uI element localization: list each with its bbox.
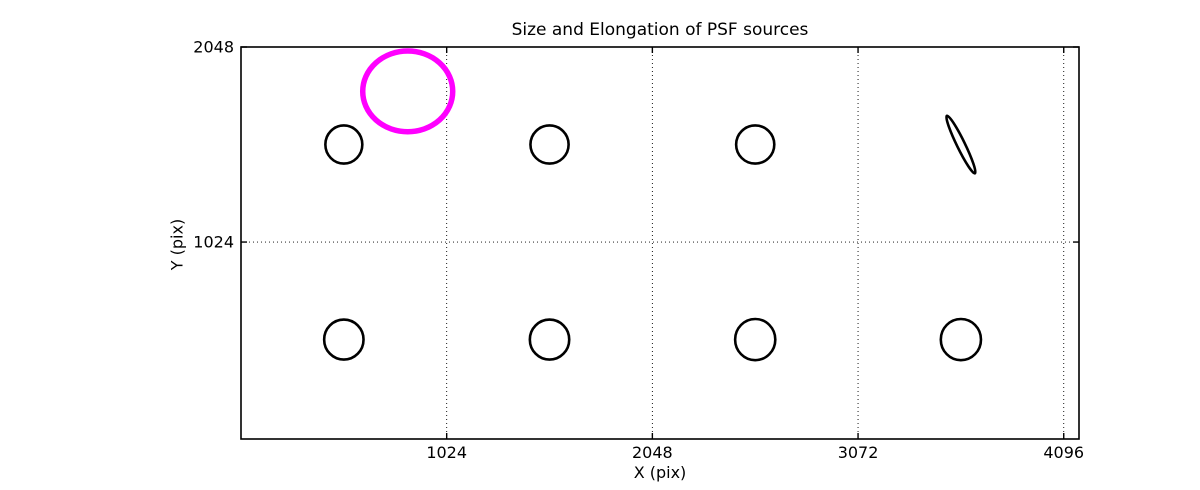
psf_source_ellipses-7: [939, 317, 983, 362]
psf_source_ellipses-3: [945, 114, 977, 175]
psf_source_ellipses-6: [733, 317, 777, 362]
psf_source_ellipses-2: [734, 124, 776, 165]
x-axis-label: X (pix): [633, 463, 687, 482]
reference_circle-0: [359, 48, 456, 135]
x-tick-label-3072: 3072: [838, 443, 879, 462]
x-tick-label-4096: 4096: [1043, 443, 1084, 462]
x-tick-label-2048: 2048: [632, 443, 673, 462]
chart-title: Size and Elongation of PSF sources: [511, 20, 809, 40]
axes-border: [240, 46, 1080, 440]
y-tick-label-2048: 2048: [193, 38, 234, 57]
psf_source_ellipses-4: [322, 318, 365, 361]
x-tick-label-1024: 1024: [426, 443, 467, 462]
y-tick-label-1024: 1024: [193, 233, 234, 252]
psf_source_ellipses-1: [529, 124, 570, 165]
psf_source_ellipses-0: [324, 124, 364, 165]
psf_source_ellipses-5: [528, 318, 571, 361]
